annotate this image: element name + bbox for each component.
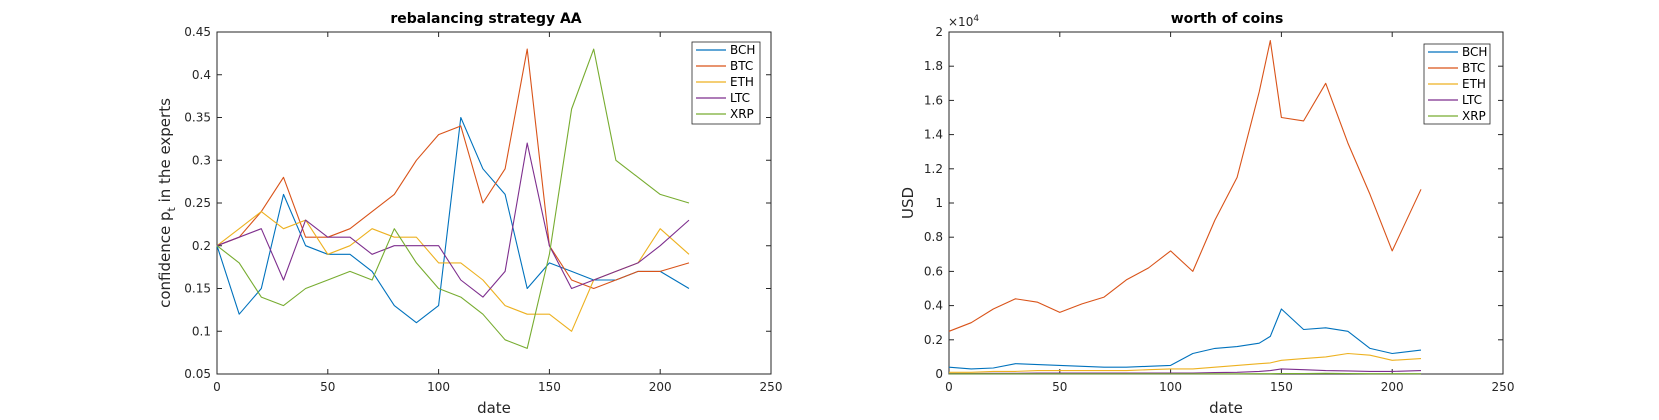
x-tick-label: 50	[1052, 380, 1067, 394]
chart-title: worth of coins	[1171, 11, 1284, 27]
series-line-xrp	[949, 372, 1421, 375]
y-axis-label-rest: in the experts	[156, 98, 174, 207]
legend-label-xrp: XRP	[730, 107, 754, 121]
legend-label-eth: ETH	[730, 75, 754, 89]
y-axis-label: USD	[899, 187, 917, 219]
series-line-xrp	[216, 48, 690, 349]
y-tick-label: 1.8	[924, 59, 943, 73]
exponent-power: 4	[973, 14, 979, 24]
y-tick-label: 1.4	[924, 128, 943, 142]
x-tick-label: 200	[649, 380, 672, 394]
x-axis-label: date	[477, 399, 511, 417]
x-tick-label: 150	[1270, 380, 1293, 394]
y-tick-label: 0.05	[184, 367, 211, 381]
x-tick-label: 250	[1492, 380, 1515, 394]
x-tick-label: 0	[945, 380, 953, 394]
y-axis-label-main: confidence p	[156, 211, 174, 307]
legend-label-eth: ETH	[1462, 77, 1486, 91]
legend: BCH BTC ETH LTC XRP	[691, 41, 761, 125]
series-line-eth	[949, 352, 1422, 373]
y-tick-label: 1.6	[924, 93, 943, 107]
legend-label-bch: BCH	[1462, 45, 1487, 59]
x-tick-label: 100	[427, 380, 450, 394]
plot-area	[216, 31, 772, 375]
legend-box	[691, 41, 761, 125]
y-tick-label: 0.4	[924, 299, 943, 313]
y-tick-label: 0	[935, 367, 943, 381]
legend-label-btc: BTC	[1462, 61, 1485, 75]
series-line-bch	[216, 116, 690, 324]
y-tick-label: 0.45	[184, 25, 211, 39]
y-axis-label: confidence pt in the experts	[156, 98, 178, 308]
y-tick-label: 0.3	[192, 153, 211, 167]
series-line-btc	[948, 40, 1422, 332]
x-tick-label: 0	[213, 380, 221, 394]
x-tick-label: 250	[760, 380, 783, 394]
confidence-chart: rebalancing strategy AA 0.05 0.1 0.15 0.2 0.…	[156, 11, 782, 417]
legend-label-ltc: LTC	[1462, 93, 1482, 107]
y-tick-label: 0.2	[192, 239, 211, 253]
worth-chart: worth of coins 0 0.2 0.4 0.6 0.8 1 1.2 1.4 1.6 1.…	[899, 11, 1514, 417]
y-axis-exponent: ×104	[948, 14, 979, 29]
series-line-bch	[948, 308, 1422, 370]
legend-label-bch: BCH	[730, 43, 755, 57]
series-line-btc	[216, 48, 690, 290]
series-line-ltc	[216, 142, 690, 298]
x-tick-label: 150	[538, 380, 561, 394]
y-tick-label: 0.1	[192, 324, 211, 338]
x-tick-label: 100	[1159, 380, 1182, 394]
y-tick-label: 1.2	[924, 162, 943, 176]
y-tick-label: 0.2	[924, 333, 943, 347]
y-axis-label-subscript: t	[165, 206, 178, 211]
y-tick-label: 1	[935, 196, 943, 210]
legend: BCH BTC ETH LTC XRP	[1423, 43, 1491, 125]
legend-label-btc: BTC	[730, 59, 753, 73]
y-tick-label: 0.8	[924, 230, 943, 244]
x-axis-label: date	[1209, 399, 1243, 417]
y-tick-label: 0.4	[192, 68, 211, 82]
y-tick-label: 0.15	[184, 282, 211, 296]
legend-label-xrp: XRP	[1462, 109, 1486, 123]
x-tick-label: 50	[320, 380, 335, 394]
x-tick-label: 200	[1381, 380, 1404, 394]
chart-title: rebalancing strategy AA	[390, 11, 581, 27]
y-tick-label: 0.6	[924, 264, 943, 278]
exponent-base: ×10	[948, 15, 973, 29]
y-tick-label: 0.35	[184, 111, 211, 125]
plot-area	[948, 31, 1504, 375]
series-line-ltc	[949, 368, 1422, 375]
y-tick-label: 2	[935, 25, 943, 39]
legend-label-ltc: LTC	[730, 91, 750, 105]
y-tick-label: 0.25	[184, 196, 211, 210]
